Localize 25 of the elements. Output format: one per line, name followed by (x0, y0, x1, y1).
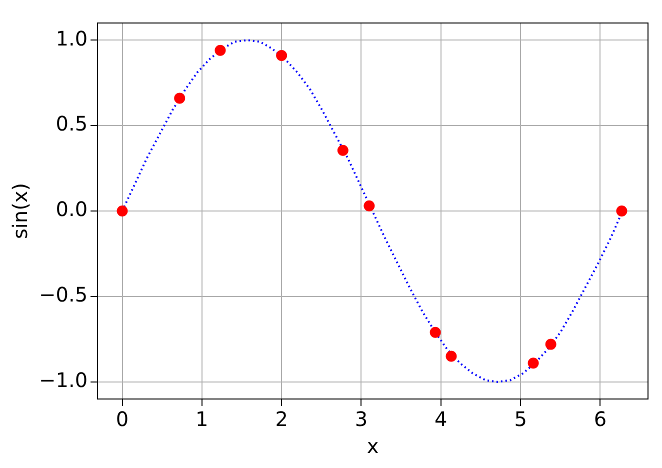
point (528, 358, 539, 369)
point (616, 206, 628, 216)
y-tick-label: −0.5 (38, 282, 88, 307)
x-tick-label: 0 (116, 407, 129, 432)
point (364, 200, 375, 212)
x-tick-label: 4 (434, 407, 448, 432)
y-tick-label: 1.0 (56, 26, 88, 50)
point (446, 350, 457, 362)
point (116, 206, 128, 216)
y-axis-title: sin(x) (8, 182, 32, 240)
y-tick-label: 0.0 (56, 197, 88, 222)
y-tick-label: −1.0 (38, 368, 88, 392)
point (276, 50, 288, 61)
x-tick-label: 2 (275, 407, 288, 432)
x-axis-title: x (366, 434, 379, 458)
x-tick-label: 5 (514, 407, 527, 432)
point (337, 144, 348, 156)
point (545, 338, 556, 350)
x-tick-label: 1 (196, 407, 208, 432)
point (430, 326, 441, 338)
y-tick-label: 0.5 (56, 112, 88, 136)
x-tick-label: 6 (594, 407, 607, 432)
point (174, 92, 186, 104)
point (214, 44, 226, 56)
x-tick-label: 3 (354, 407, 368, 432)
